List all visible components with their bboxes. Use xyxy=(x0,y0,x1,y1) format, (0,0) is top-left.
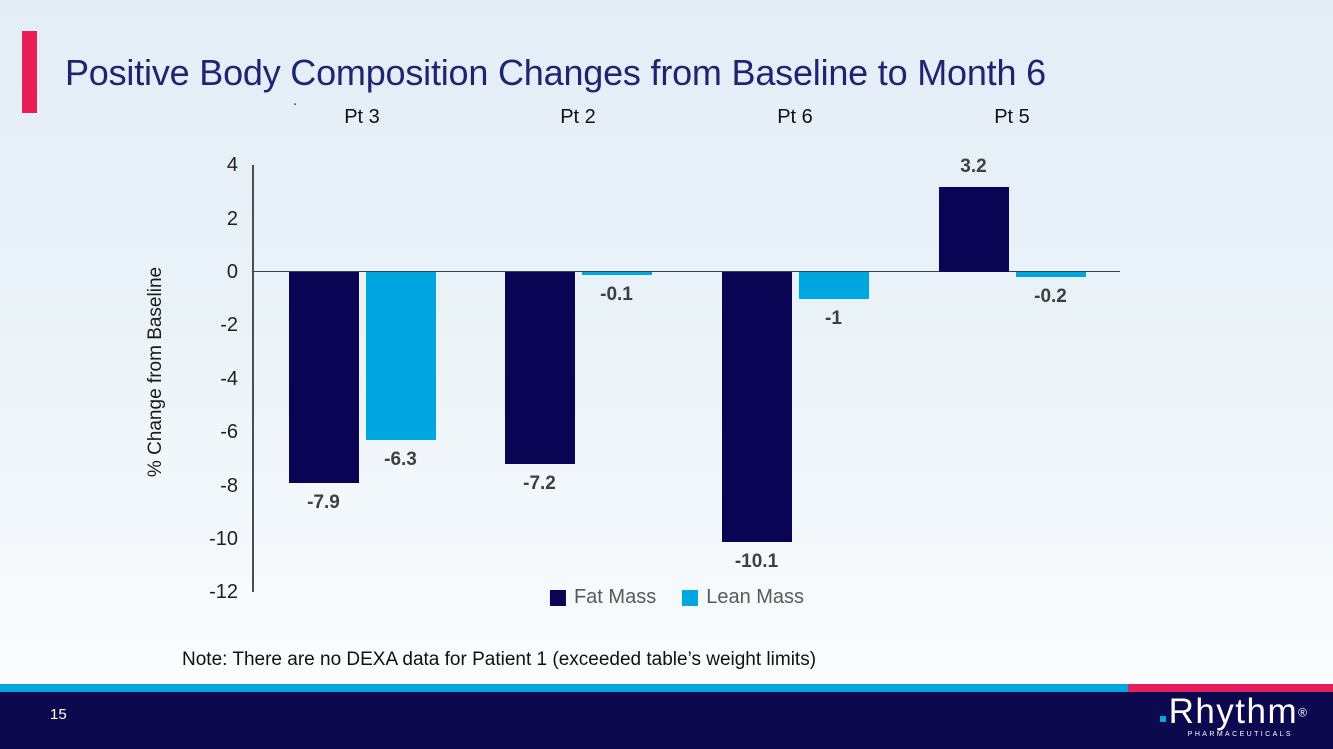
value-label-lean-mass-pt-6: -1 xyxy=(825,307,842,329)
footer-strip-cyan xyxy=(0,684,1128,692)
value-label-fat-mass-pt-5: 3.2 xyxy=(960,155,987,177)
legend-label-fat-mass: Fat Mass xyxy=(573,586,657,608)
page-number: 15 xyxy=(50,706,67,723)
value-label-fat-mass-pt-2: -7.2 xyxy=(523,473,556,495)
chart-legend: Fat Mass Lean Mass xyxy=(549,586,804,609)
footnote: Note: There are no DEXA data for Patient… xyxy=(182,649,817,670)
logo-subtitle: PHARMACEUTICALS xyxy=(1187,731,1293,738)
value-label-fat-mass-pt-3: -7.9 xyxy=(307,491,340,513)
category-label-pt-2: Pt 2 xyxy=(560,106,596,128)
registered-mark: ® xyxy=(1298,705,1307,720)
y-tick-label--6: -6 xyxy=(220,421,238,444)
logo-wordmark: Rhythm xyxy=(1168,692,1299,731)
category-label-pt-6: Pt 6 xyxy=(777,106,813,128)
y-tick-label-4: 4 xyxy=(226,154,238,177)
bar-lean-mass-pt-6 xyxy=(798,272,869,299)
legend-label-lean-mass: Lean Mass xyxy=(706,586,805,608)
bar-lean-mass-pt-3 xyxy=(365,272,436,441)
slide-title: Positive Body Composition Changes from B… xyxy=(65,52,1046,93)
value-label-fat-mass-pt-6: -10.1 xyxy=(734,550,779,572)
bar-fat-mass-pt-5 xyxy=(938,186,1009,272)
category-label-pt-5: Pt 5 xyxy=(994,106,1030,128)
y-tick-label--12: -12 xyxy=(209,581,238,604)
footer-strip-pink xyxy=(1128,684,1333,692)
footer-accent-strip xyxy=(0,684,1333,692)
bar-lean-mass-pt-2 xyxy=(581,272,652,275)
legend-item-lean-mass: Lean Mass xyxy=(682,586,804,609)
y-tick-label--8: -8 xyxy=(220,474,238,497)
footer-bar: 15 Rhythm® PHARMACEUTICALS xyxy=(0,692,1333,749)
bar-fat-mass-pt-3 xyxy=(288,272,359,483)
bar-fat-mass-pt-2 xyxy=(504,272,575,465)
category-label-pt-3: Pt 3 xyxy=(344,106,380,128)
value-label-lean-mass-pt-5: -0.2 xyxy=(1034,286,1067,308)
title-accent-bar xyxy=(22,31,37,113)
legend-item-fat-mass: Fat Mass xyxy=(549,586,657,609)
y-tick-label--2: -2 xyxy=(220,314,238,337)
y-tick-label-2: 2 xyxy=(226,207,238,230)
y-axis-line xyxy=(252,165,254,593)
y-tick-label--4: -4 xyxy=(220,367,238,390)
y-tick-label--10: -10 xyxy=(209,528,238,550)
rhythm-pharmaceuticals-logo: Rhythm® PHARMACEUTICALS xyxy=(1159,692,1307,738)
lean-mass-swatch-icon xyxy=(682,589,699,606)
logo-dot-icon xyxy=(1159,716,1166,722)
value-label-lean-mass-pt-2: -0.1 xyxy=(600,283,633,305)
stray-period: . xyxy=(293,92,298,109)
y-tick-label-0: 0 xyxy=(226,261,238,283)
x-axis-zero-line xyxy=(253,271,1120,273)
bar-lean-mass-pt-5 xyxy=(1015,272,1086,278)
value-label-lean-mass-pt-3: -6.3 xyxy=(384,449,417,471)
bar-fat-mass-pt-6 xyxy=(721,272,792,542)
fat-mass-swatch-icon xyxy=(549,589,566,606)
